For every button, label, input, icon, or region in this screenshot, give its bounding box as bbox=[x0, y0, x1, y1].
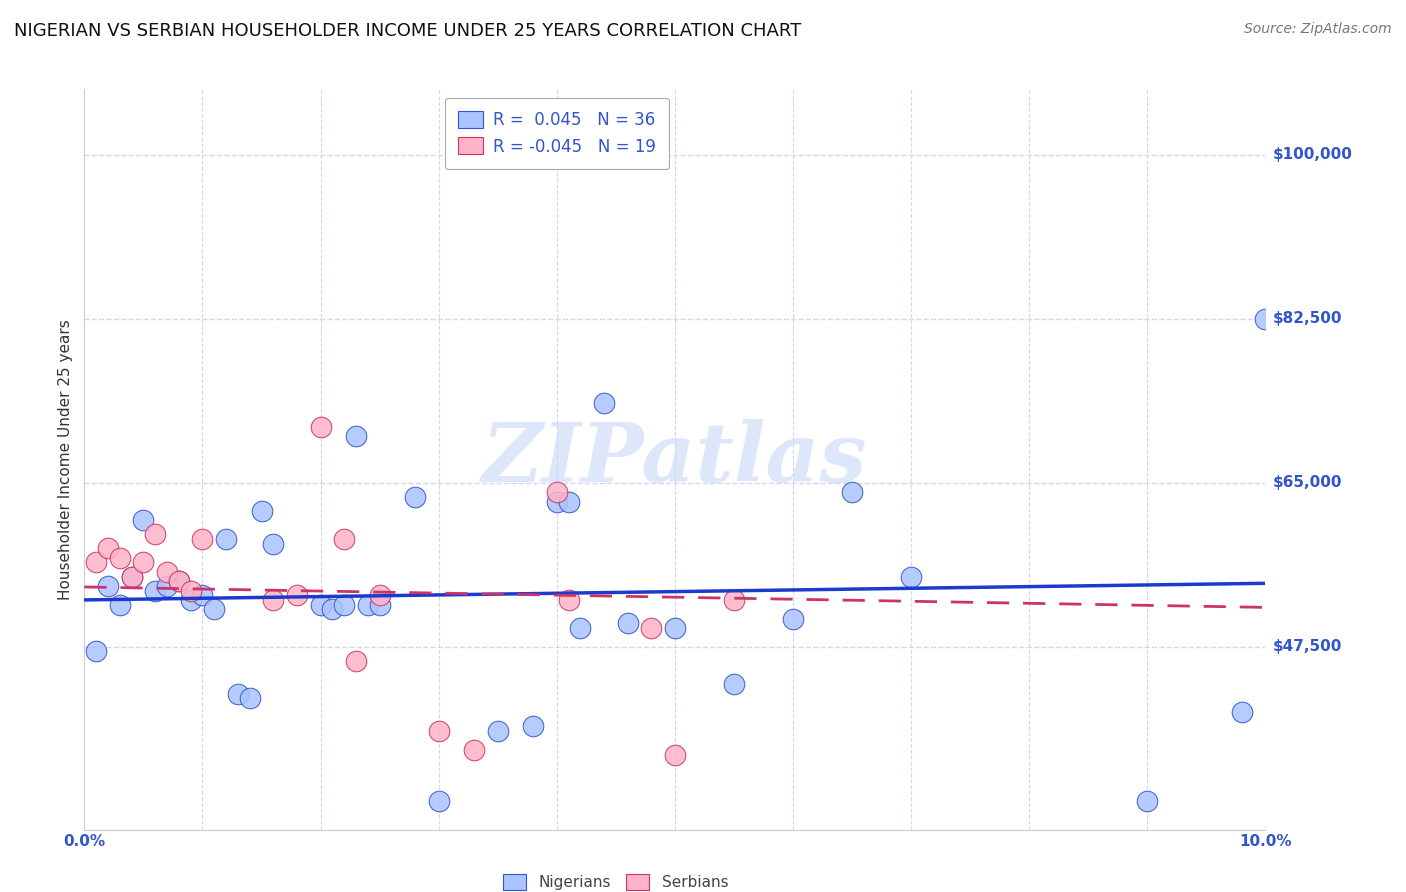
Point bbox=[368, 598, 391, 612]
Point bbox=[191, 532, 214, 546]
Text: $100,000: $100,000 bbox=[1272, 147, 1353, 162]
Point bbox=[191, 588, 214, 602]
Point bbox=[640, 621, 662, 635]
Point bbox=[143, 583, 166, 598]
Point bbox=[262, 537, 284, 551]
Point bbox=[557, 494, 579, 508]
Point bbox=[143, 527, 166, 541]
Point bbox=[226, 687, 249, 701]
Point bbox=[357, 598, 380, 612]
Point bbox=[97, 579, 120, 593]
Point bbox=[546, 494, 568, 508]
Point bbox=[1254, 311, 1277, 326]
Point bbox=[522, 719, 544, 733]
Point bbox=[167, 574, 190, 589]
Point bbox=[156, 565, 179, 579]
Point bbox=[132, 513, 155, 527]
Point bbox=[309, 598, 332, 612]
Point bbox=[427, 724, 450, 739]
Point bbox=[841, 485, 863, 500]
Point bbox=[664, 747, 686, 762]
Point bbox=[1230, 706, 1253, 720]
Point bbox=[616, 616, 638, 631]
Point bbox=[664, 621, 686, 635]
Point bbox=[569, 621, 592, 635]
Point bbox=[333, 598, 356, 612]
Point bbox=[121, 569, 143, 583]
Point bbox=[309, 419, 332, 434]
Point bbox=[427, 794, 450, 808]
Text: $65,000: $65,000 bbox=[1272, 475, 1341, 491]
Legend: Nigerians, Serbians: Nigerians, Serbians bbox=[498, 868, 734, 892]
Text: Source: ZipAtlas.com: Source: ZipAtlas.com bbox=[1244, 22, 1392, 37]
Point bbox=[108, 598, 131, 612]
Point bbox=[97, 541, 120, 556]
Point bbox=[121, 569, 143, 583]
Point bbox=[167, 574, 190, 589]
Point bbox=[180, 583, 202, 598]
Point bbox=[202, 602, 225, 616]
Point bbox=[557, 593, 579, 607]
Text: NIGERIAN VS SERBIAN HOUSEHOLDER INCOME UNDER 25 YEARS CORRELATION CHART: NIGERIAN VS SERBIAN HOUSEHOLDER INCOME U… bbox=[14, 22, 801, 40]
Point bbox=[84, 556, 107, 570]
Point bbox=[344, 429, 367, 443]
Point bbox=[84, 644, 107, 658]
Point bbox=[333, 532, 356, 546]
Point bbox=[404, 490, 426, 504]
Text: $47,500: $47,500 bbox=[1272, 640, 1341, 655]
Y-axis label: Householder Income Under 25 years: Householder Income Under 25 years bbox=[58, 319, 73, 599]
Point bbox=[782, 612, 804, 626]
Point bbox=[463, 743, 485, 757]
Point bbox=[321, 602, 343, 616]
Point bbox=[108, 550, 131, 565]
Point bbox=[1136, 794, 1159, 808]
Point bbox=[180, 593, 202, 607]
Point bbox=[239, 691, 262, 706]
Point bbox=[262, 593, 284, 607]
Point bbox=[156, 579, 179, 593]
Text: ZIPatlas: ZIPatlas bbox=[482, 419, 868, 500]
Point bbox=[285, 588, 308, 602]
Point bbox=[486, 724, 509, 739]
Point bbox=[546, 485, 568, 500]
Point bbox=[368, 588, 391, 602]
Point bbox=[900, 569, 922, 583]
Text: $82,500: $82,500 bbox=[1272, 311, 1341, 326]
Point bbox=[344, 654, 367, 668]
Point bbox=[250, 504, 273, 518]
Point bbox=[723, 677, 745, 691]
Point bbox=[215, 532, 238, 546]
Point bbox=[593, 396, 616, 410]
Point bbox=[723, 593, 745, 607]
Point bbox=[132, 556, 155, 570]
